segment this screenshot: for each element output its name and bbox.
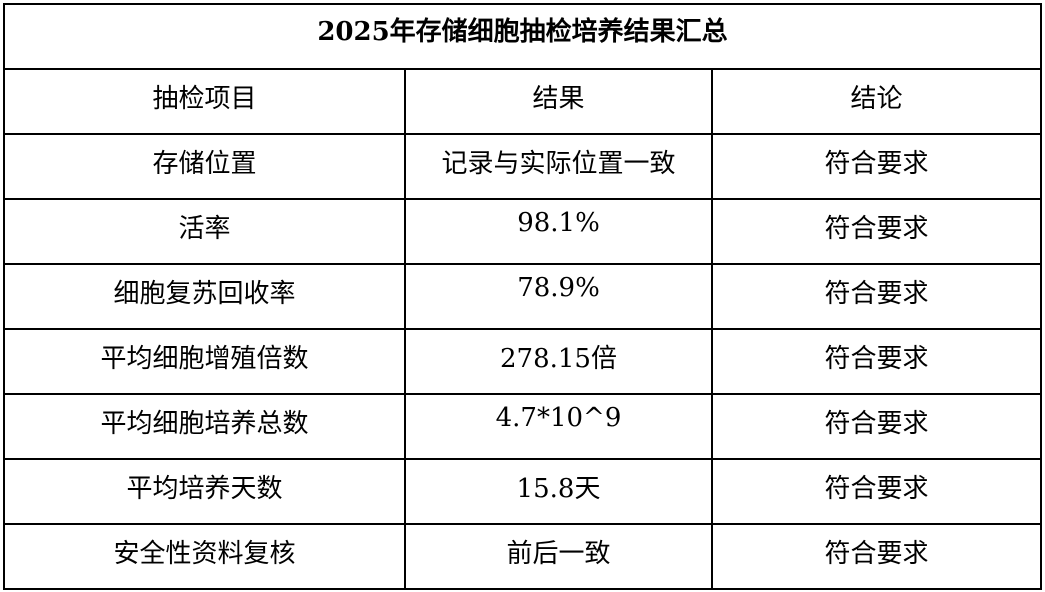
item-cell: 安全性资料复核 — [3, 523, 406, 590]
table-row: 平均细胞培养总数 4.7*10^9 符合要求 — [3, 393, 1043, 460]
conclusion-cell: 符合要求 — [710, 458, 1043, 525]
conclusion-cell: 符合要求 — [710, 133, 1043, 200]
item-cell: 平均细胞增殖倍数 — [3, 328, 406, 395]
result-cell: 记录与实际位置一致 — [404, 133, 713, 200]
result-cell: 278.15倍 — [404, 328, 713, 395]
table-title: 2025年存储细胞抽检培养结果汇总 — [2, 3, 1043, 70]
table-row: 细胞复苏回收率 78.9% 符合要求 — [3, 263, 1043, 330]
item-cell: 细胞复苏回收率 — [3, 263, 406, 330]
conclusion-cell: 符合要求 — [710, 328, 1043, 395]
result-cell: 4.7*10^9 — [404, 393, 713, 460]
result-cell: 前后一致 — [404, 523, 713, 590]
header-result: 结果 — [404, 68, 713, 135]
conclusion-cell: 符合要求 — [710, 263, 1043, 330]
item-cell: 活率 — [3, 198, 406, 265]
header-row: 抽检项目 结果 结论 — [3, 68, 1043, 135]
item-cell: 平均培养天数 — [3, 458, 406, 525]
table-row: 活率 98.1% 符合要求 — [3, 198, 1043, 265]
item-cell: 存储位置 — [3, 133, 406, 200]
table-row: 平均细胞增殖倍数 278.15倍 符合要求 — [3, 328, 1043, 395]
header-conclusion: 结论 — [710, 68, 1043, 135]
table-row: 安全性资料复核 前后一致 符合要求 — [3, 523, 1043, 590]
item-cell: 平均细胞培养总数 — [3, 393, 406, 460]
result-cell: 78.9% — [404, 263, 713, 330]
header-item: 抽检项目 — [3, 68, 406, 135]
table-row: 存储位置 记录与实际位置一致 符合要求 — [3, 133, 1043, 200]
conclusion-cell: 符合要求 — [710, 523, 1043, 590]
result-cell: 98.1% — [404, 198, 713, 265]
title-row: 2025年存储细胞抽检培养结果汇总 — [2, 3, 1043, 70]
results-summary-table: 2025年存储细胞抽检培养结果汇总 抽检项目 结果 结论 存储位置 记录与实际位… — [2, 3, 1043, 590]
conclusion-cell: 符合要求 — [710, 393, 1043, 460]
result-cell: 15.8天 — [404, 458, 713, 525]
table-row: 平均培养天数 15.8天 符合要求 — [3, 458, 1043, 525]
conclusion-cell: 符合要求 — [710, 198, 1043, 265]
